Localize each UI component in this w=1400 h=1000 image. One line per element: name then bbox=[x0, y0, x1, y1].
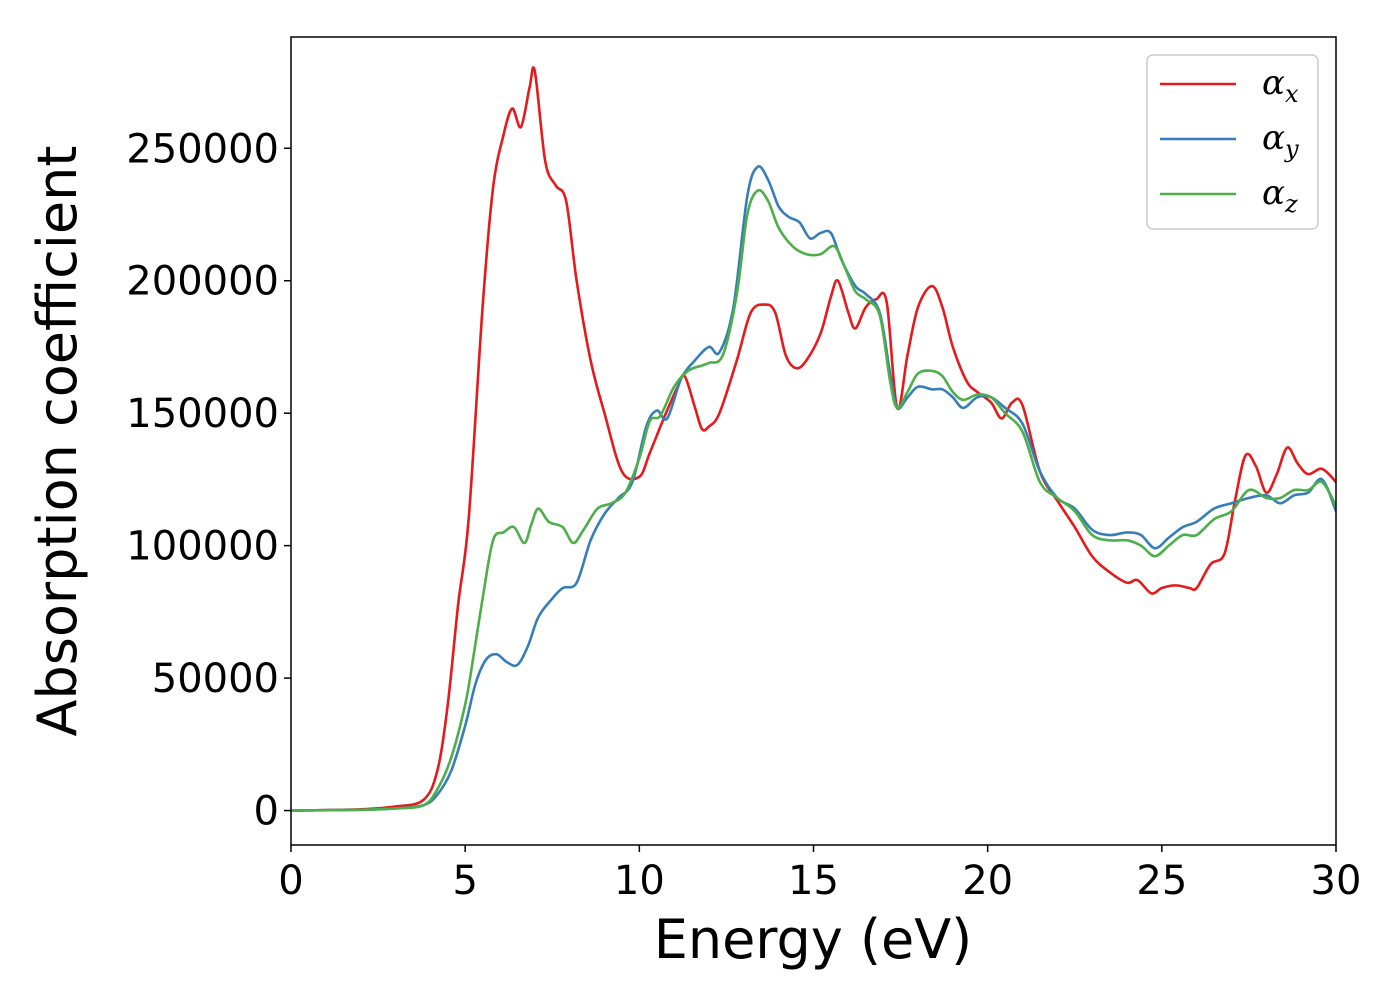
y-axis-label: Absorption coefficient bbox=[26, 146, 89, 737]
x-tick-label: 15 bbox=[788, 858, 839, 904]
y-tick-label: 50000 bbox=[152, 656, 279, 702]
x-axis-ticks: 0 5 10 15 20 25 30 bbox=[278, 845, 1361, 904]
y-axis-ticks: 0 50000 100000 150000 200000 250000 bbox=[126, 126, 291, 835]
y-tick-label: 100000 bbox=[126, 524, 279, 570]
x-axis-label: Energy (eV) bbox=[654, 908, 973, 971]
legend-label-z: αz bbox=[1262, 173, 1298, 218]
y-tick-label: 250000 bbox=[126, 126, 279, 172]
x-tick-label: 5 bbox=[452, 858, 477, 904]
x-tick-label: 20 bbox=[962, 858, 1013, 904]
x-tick-label: 10 bbox=[614, 858, 665, 904]
x-tick-label: 25 bbox=[1136, 858, 1187, 904]
legend-label-x: αx bbox=[1262, 63, 1299, 108]
series-line-z bbox=[291, 188, 1336, 812]
series-line-x bbox=[291, 66, 1336, 812]
legend-label-y: αy bbox=[1262, 118, 1299, 163]
legend-box bbox=[1146, 54, 1319, 230]
series-layer bbox=[291, 66, 1336, 812]
x-tick-label: 0 bbox=[278, 858, 303, 904]
legend: αx αy αz bbox=[1146, 54, 1319, 230]
y-tick-label: 0 bbox=[254, 789, 279, 835]
y-tick-label: 200000 bbox=[126, 259, 279, 305]
y-tick-label: 150000 bbox=[126, 391, 279, 437]
x-tick-label: 30 bbox=[1311, 858, 1362, 904]
series-line-y bbox=[291, 165, 1336, 812]
